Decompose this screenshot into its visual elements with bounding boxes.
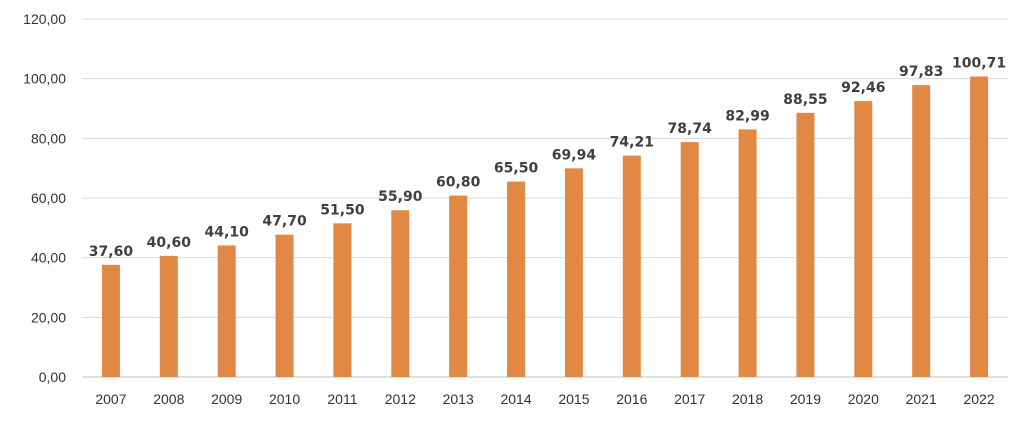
x-tick-label: 2019 xyxy=(790,391,821,407)
x-tick-label: 2016 xyxy=(616,391,647,407)
data-label: 40,60 xyxy=(147,235,192,251)
data-label: 44,10 xyxy=(205,224,250,240)
x-tick-label: 2007 xyxy=(95,391,126,407)
data-label: 51,50 xyxy=(320,202,365,218)
x-tick-label: 2011 xyxy=(327,391,357,407)
bar xyxy=(507,181,526,377)
x-tick-label: 2022 xyxy=(963,391,994,407)
y-tick-label: 120,00 xyxy=(23,11,66,27)
x-tick-label: 2013 xyxy=(443,391,474,407)
data-label: 37,60 xyxy=(89,244,134,260)
data-label: 97,83 xyxy=(899,64,943,80)
x-tick-label: 2015 xyxy=(558,391,589,407)
y-tick-label: 20,00 xyxy=(31,309,66,325)
x-tick-label: 2008 xyxy=(153,391,184,407)
data-label: 65,50 xyxy=(494,161,539,177)
data-label: 69,94 xyxy=(552,147,597,163)
x-tick-label: 2017 xyxy=(674,391,705,407)
x-tick-label: 2012 xyxy=(385,391,416,407)
bar xyxy=(912,85,931,377)
bar xyxy=(275,234,294,377)
y-tick-label: 80,00 xyxy=(31,130,66,146)
data-label: 47,70 xyxy=(262,214,307,230)
data-label: 92,46 xyxy=(841,80,885,96)
bar xyxy=(738,129,757,377)
data-label: 78,74 xyxy=(668,121,713,137)
bar xyxy=(564,168,583,377)
data-label: 60,80 xyxy=(436,175,481,191)
y-tick-label: 100,00 xyxy=(23,71,66,87)
y-tick-label: 60,00 xyxy=(31,190,66,206)
x-tick-label: 2014 xyxy=(500,391,531,407)
bar xyxy=(449,195,468,377)
x-tick-label: 2020 xyxy=(848,391,879,407)
x-tick-label: 2018 xyxy=(732,391,763,407)
bar xyxy=(680,142,699,377)
bar xyxy=(217,245,236,377)
data-label: 55,90 xyxy=(378,189,423,205)
bar xyxy=(391,210,410,377)
y-tick-label: 40,00 xyxy=(31,250,66,266)
bar xyxy=(970,76,989,378)
x-tick-label: 2009 xyxy=(211,391,242,407)
data-label: 74,21 xyxy=(610,135,654,151)
bar xyxy=(622,155,641,377)
bar xyxy=(796,112,815,377)
y-tick-label: 0,00 xyxy=(39,369,66,385)
bar xyxy=(101,264,120,377)
data-label: 100,71 xyxy=(952,56,1006,72)
bar xyxy=(854,101,873,377)
bar xyxy=(159,255,178,377)
x-tick-label: 2021 xyxy=(906,391,937,407)
data-label: 82,99 xyxy=(725,108,769,124)
data-label: 88,55 xyxy=(783,92,827,108)
bar xyxy=(333,223,352,377)
x-tick-label: 2010 xyxy=(269,391,300,407)
